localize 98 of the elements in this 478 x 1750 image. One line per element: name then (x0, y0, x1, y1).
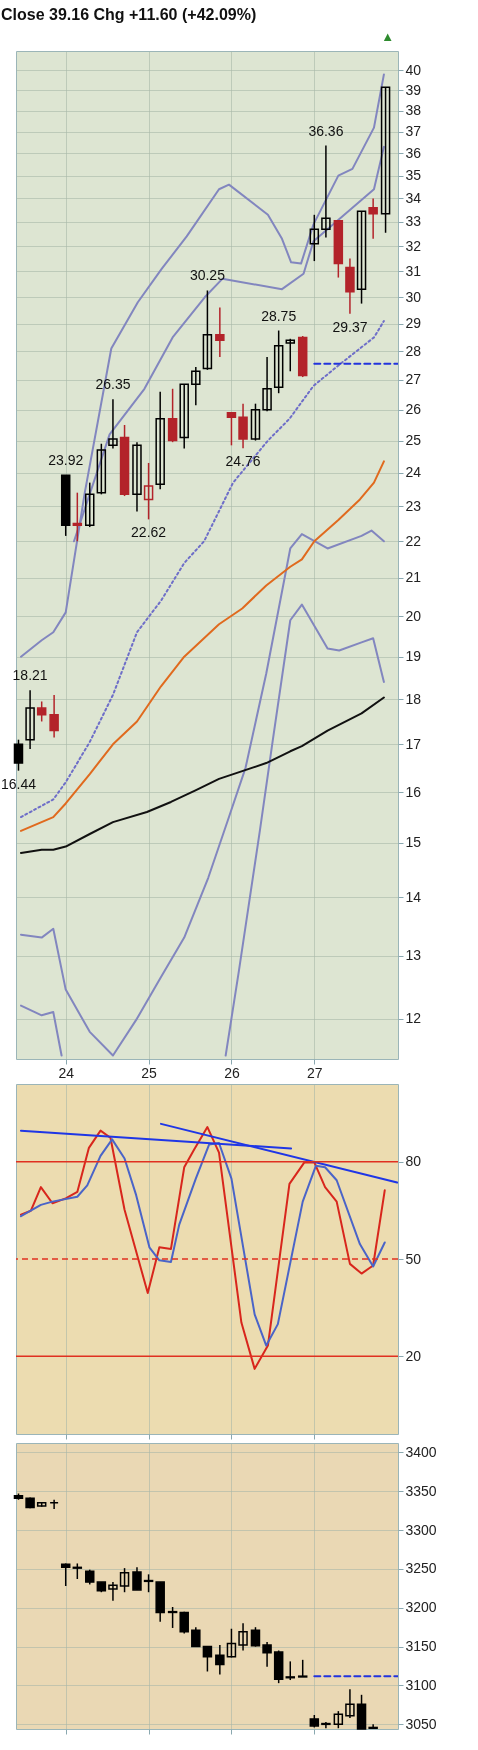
y-tick-label: 22 (405, 532, 422, 549)
chart-title: Close 39.16 Chg +11.60 (+42.09%) (0, 6, 257, 23)
x-tick-label: 24 (58, 1064, 75, 1081)
y-tick-label: 3250 (405, 1560, 437, 1577)
candlestick (250, 1626, 261, 1648)
y-tick-label: 3200 (405, 1599, 437, 1616)
x-tick-label: 27 (307, 1064, 323, 1081)
y-tick-label: 28 (405, 342, 422, 359)
y-tick-label: 16 (405, 783, 422, 800)
y-tick-label: 17 (405, 735, 422, 752)
y-tick-label: 3350 (405, 1482, 437, 1499)
y-tick-label: 18 (405, 690, 422, 707)
candlestick (60, 1562, 71, 1587)
annotation: 28.75 (261, 307, 297, 324)
candlestick (321, 144, 331, 239)
y-tick-label: 12 (405, 1010, 422, 1027)
y-tick-label: 40 (405, 61, 422, 78)
candlestick (85, 481, 95, 528)
y-tick-label: 13 (405, 947, 422, 964)
candlestick (285, 338, 296, 373)
y-tick-label: 3300 (405, 1521, 437, 1538)
candlestick (250, 402, 261, 442)
annotation: 26.35 (95, 376, 131, 393)
candlestick (285, 1660, 296, 1681)
candlestick (96, 442, 107, 496)
text: ▲ (381, 29, 394, 44)
y-tick-label: 24 (405, 464, 422, 481)
candlestick (179, 383, 189, 450)
y-tick-label: 38 (405, 102, 422, 119)
y-tick-label: 3100 (405, 1676, 437, 1693)
y-tick-label: 26 (405, 401, 422, 418)
candlestick (155, 390, 165, 491)
candlestick (345, 1688, 355, 1719)
y-tick-label: 3400 (405, 1443, 437, 1460)
candlestick (132, 441, 142, 513)
y-tick-label: 3050 (405, 1715, 437, 1732)
candlestick (262, 1641, 272, 1668)
y-tick-label: 37 (405, 123, 422, 140)
y-tick-label: 21 (405, 569, 422, 586)
candlestick (49, 694, 59, 739)
candlestick (25, 689, 35, 750)
y-tick-label: 27 (405, 371, 422, 388)
y-tick-label: 50 (405, 1250, 422, 1267)
annotation: 36.36 (308, 122, 344, 139)
candlestick (215, 306, 225, 358)
y-tick-label: 25 (405, 432, 422, 449)
y-tick-label: 19 (405, 648, 422, 665)
annotation: 29.37 (332, 318, 368, 335)
y-tick-label: 15 (405, 834, 422, 851)
y-tick-label: 29 (405, 315, 422, 332)
annotation: 16.44 (0, 775, 37, 792)
y-tick-label: 39 (405, 81, 422, 98)
y-tick-label: 23 (405, 497, 422, 514)
candlestick (143, 462, 154, 521)
y-tick-label: 20 (405, 1347, 422, 1364)
candlestick (273, 329, 284, 394)
candlestick (309, 214, 320, 262)
annotation: 24.76 (225, 453, 261, 470)
candlestick (72, 491, 83, 543)
candlestick (108, 1581, 118, 1602)
candlestick (108, 398, 118, 450)
y-tick-label: 32 (405, 237, 422, 254)
x-tick-label: 26 (224, 1064, 240, 1081)
candlestick (238, 402, 248, 449)
annotation: 22.62 (131, 524, 167, 541)
line-series (19, 73, 385, 658)
y-tick-label: 3150 (405, 1638, 437, 1655)
candlestick (167, 1606, 178, 1629)
candlestick (191, 366, 201, 406)
y-tick-label: 80 (405, 1153, 422, 1170)
candlestick (380, 86, 391, 234)
annotation: 23.92 (48, 452, 84, 469)
candlestick (119, 1567, 130, 1593)
y-tick-label: 34 (405, 189, 422, 206)
candlestick (36, 700, 47, 723)
y-tick-label: 36 (405, 144, 422, 161)
candlestick (191, 1626, 201, 1648)
annotation: 30.25 (189, 267, 226, 284)
y-tick-label: 35 (405, 167, 422, 184)
y-tick-label: 20 (405, 607, 422, 624)
candlestick (238, 1622, 248, 1652)
candlestick (262, 356, 272, 412)
y-tick-label: 33 (405, 213, 422, 230)
candlestick (202, 289, 213, 371)
x-tick-label: 25 (141, 1064, 158, 1081)
y-tick-label: 31 (405, 262, 422, 279)
candlestick (167, 388, 178, 443)
candlestick (215, 1644, 225, 1676)
candlestick (202, 1645, 213, 1673)
annotation: 18.21 (12, 667, 48, 684)
candlestick (132, 1566, 142, 1591)
candlestick (13, 738, 24, 772)
candlestick (356, 210, 367, 305)
y-tick-label: 14 (405, 888, 422, 905)
y-tick-label: 30 (405, 288, 422, 305)
candlestick (226, 1627, 237, 1659)
candlestick (226, 411, 237, 447)
candlestick (368, 197, 378, 240)
